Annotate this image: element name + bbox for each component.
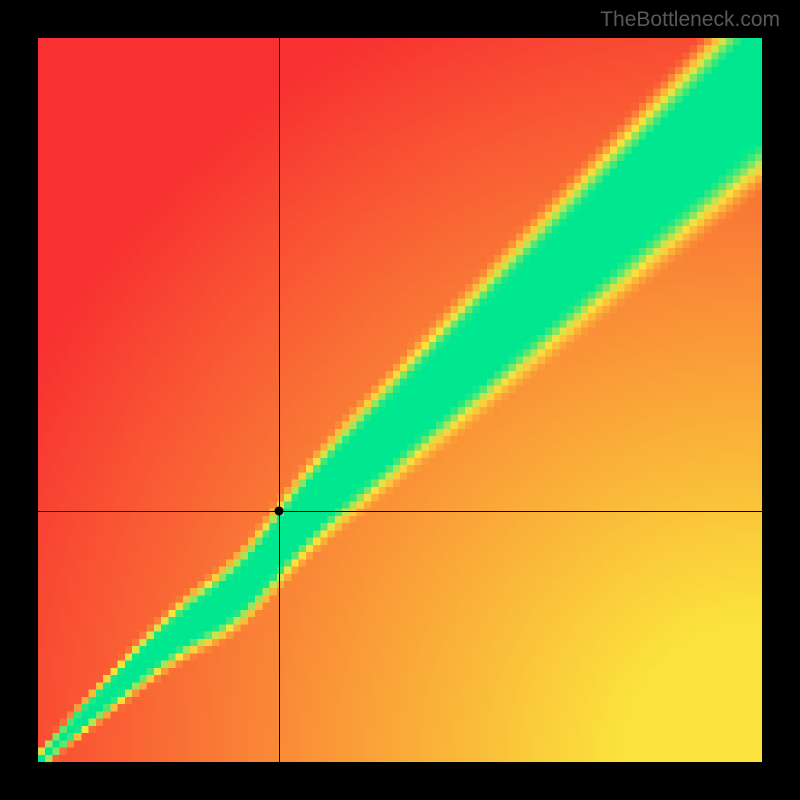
marker-dot	[275, 507, 284, 516]
chart-container: TheBottleneck.com	[0, 0, 800, 800]
watermark-text: TheBottleneck.com	[600, 8, 780, 32]
crosshair-vertical	[279, 38, 280, 762]
heatmap-plot	[38, 38, 762, 762]
heatmap-canvas	[38, 38, 762, 762]
crosshair-horizontal	[38, 511, 762, 512]
